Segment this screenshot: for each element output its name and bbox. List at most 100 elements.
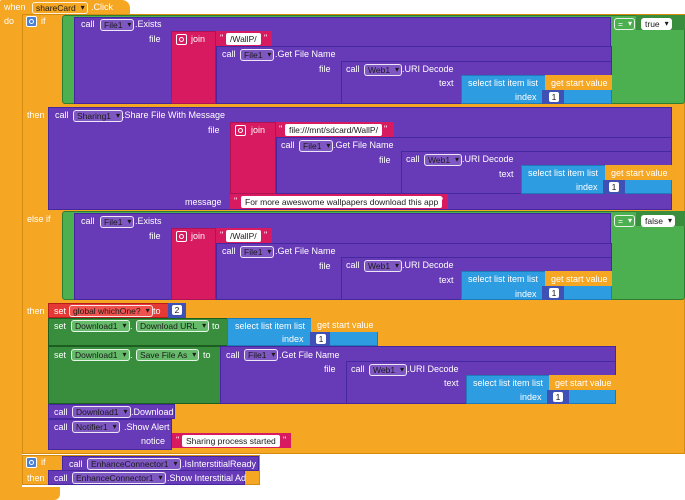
index-label: index xyxy=(520,392,542,402)
call-label: call xyxy=(54,407,68,417)
number-one-value[interactable]: 1 xyxy=(549,92,559,102)
method-uri-decode-label: .URI Decode xyxy=(402,64,454,74)
number-one-value[interactable]: 1 xyxy=(609,182,619,192)
index-label: index xyxy=(282,334,304,344)
component-dropdown-web1[interactable]: Web1 xyxy=(364,260,403,272)
then-label: then xyxy=(27,473,45,483)
number-one-value[interactable]: 1 xyxy=(553,392,563,402)
method-uri-decode-label: .URI Decode xyxy=(402,260,454,270)
method-uri-decode-label: .URI Decode xyxy=(462,154,514,164)
number-one-value[interactable]: 1 xyxy=(549,288,559,298)
get-start-value-block[interactable] xyxy=(311,318,378,332)
close-quote: " xyxy=(384,124,388,134)
open-quote: " xyxy=(279,124,283,134)
close-quote: " xyxy=(264,230,268,240)
component-dropdown-file1[interactable]: File1 xyxy=(100,216,135,228)
component-dropdown-enhanceconnector1[interactable]: EnhanceConnector1 xyxy=(87,458,181,470)
get-start-value-label: get start value xyxy=(551,274,608,284)
component-dropdown-enhanceconnector1[interactable]: EnhanceConnector1 xyxy=(72,472,166,484)
index-label: index xyxy=(515,289,537,299)
select-list-item-label: select list item list xyxy=(468,274,539,284)
method-share-file-label: .Share File With Message xyxy=(122,110,226,120)
join-gear-icon[interactable] xyxy=(235,125,246,136)
compare-operator-dropdown[interactable]: = xyxy=(614,215,635,227)
join-label: join xyxy=(191,231,206,241)
logic-false-dropdown[interactable]: false xyxy=(641,215,675,227)
text-sharing-started-value[interactable]: Sharing process started xyxy=(182,435,280,447)
component-dropdown-download1[interactable]: Download1 xyxy=(72,406,131,418)
message-label: message xyxy=(185,197,222,207)
text-sdcard-path-value[interactable]: file:///mnt/sdcard/WallP/ xyxy=(285,124,382,136)
text-wallp-value[interactable]: /WallP/ xyxy=(226,230,261,242)
component-dropdown-file1[interactable]: File1 xyxy=(240,246,275,258)
then-label: then xyxy=(27,306,45,316)
close-quote: " xyxy=(440,196,444,206)
mutator-gear-icon[interactable] xyxy=(26,457,37,468)
text-share-message-value[interactable]: For more aweswome wallpapers download th… xyxy=(241,196,443,208)
join-label: join xyxy=(191,34,206,44)
event-body-spine xyxy=(0,14,22,500)
get-start-value-block[interactable] xyxy=(549,375,616,390)
if-label: if xyxy=(41,457,46,467)
method-exists-label: .Exists xyxy=(135,19,162,29)
file-label: file xyxy=(319,64,331,74)
method-get-file-name-label: .Get File Name xyxy=(333,140,394,150)
method-exists-label: .Exists xyxy=(135,216,162,226)
component-dropdown-file1[interactable]: File1 xyxy=(240,49,275,61)
text-param-label: text xyxy=(439,78,454,88)
component-dropdown-file1[interactable]: File1 xyxy=(299,140,334,152)
component-dropdown-file1[interactable]: File1 xyxy=(244,349,279,361)
when-label: when xyxy=(4,2,26,12)
file-label: file xyxy=(149,34,161,44)
mutator-gear-icon[interactable] xyxy=(26,16,37,27)
call-label: call xyxy=(406,154,420,164)
open-quote: " xyxy=(234,196,238,206)
then-label: then xyxy=(27,110,45,120)
number-one-value[interactable]: 1 xyxy=(316,334,326,344)
variable-dropdown-global-whichone[interactable]: global whichOne? xyxy=(69,305,153,317)
notice-label: notice xyxy=(141,436,166,446)
get-start-value-label: get start value xyxy=(317,320,374,330)
component-dropdown-file1[interactable]: File1 xyxy=(100,19,135,31)
method-show-alert-label: .Show Alert xyxy=(124,422,170,432)
number-two-value[interactable]: 2 xyxy=(172,305,182,315)
call-label: call xyxy=(54,422,68,432)
component-dropdown-web1[interactable]: Web1 xyxy=(364,64,403,76)
get-start-value-block[interactable] xyxy=(545,271,612,286)
event-name-label: .Click xyxy=(91,2,113,12)
set-label: set xyxy=(54,350,67,360)
join-gear-icon[interactable] xyxy=(176,231,187,242)
set-label: set xyxy=(54,306,67,316)
property-dropdown-download-url[interactable]: Download URL xyxy=(136,320,210,332)
get-start-value-label: get start value xyxy=(551,78,608,88)
to-label: to xyxy=(203,350,211,360)
property-dropdown-save-file-as[interactable]: Save File As xyxy=(136,349,200,361)
text-param-label: text xyxy=(444,378,459,388)
call-label: call xyxy=(281,140,295,150)
text-param-label: text xyxy=(439,275,454,285)
compare-operator-dropdown[interactable]: = xyxy=(614,18,635,30)
component-dropdown-web1[interactable]: Web1 xyxy=(369,364,408,376)
get-start-value-label: get start value xyxy=(611,168,668,178)
component-dropdown-download1[interactable]: Download1 xyxy=(71,349,130,361)
component-dropdown-download1[interactable]: Download1 xyxy=(71,320,130,332)
component-dropdown-sharing1[interactable]: Sharing1 xyxy=(73,110,124,122)
call-label: call xyxy=(54,473,68,483)
join-gear-icon[interactable] xyxy=(176,34,187,45)
text-wallp-value[interactable]: /WallP/ xyxy=(226,33,261,45)
method-uri-decode-label: .URI Decode xyxy=(407,364,459,374)
to-label: to xyxy=(212,321,220,331)
get-start-value-block[interactable] xyxy=(605,165,672,180)
set-label: set xyxy=(54,321,67,331)
open-quote: " xyxy=(220,230,224,240)
call-label: call xyxy=(81,19,95,29)
logic-true-dropdown[interactable]: true xyxy=(641,18,672,30)
component-dropdown-web1[interactable]: Web1 xyxy=(424,154,463,166)
get-start-value-block[interactable] xyxy=(545,75,612,90)
method-get-file-name-label: .Get File Name xyxy=(275,246,336,256)
component-dropdown-notifier1[interactable]: Notifier1 xyxy=(72,421,120,433)
call-label: call xyxy=(346,260,360,270)
method-download-label: .Download xyxy=(131,407,174,417)
component-dropdown-sharecard[interactable]: shareCard xyxy=(32,2,88,14)
select-list-item-label: select list item list xyxy=(468,78,539,88)
